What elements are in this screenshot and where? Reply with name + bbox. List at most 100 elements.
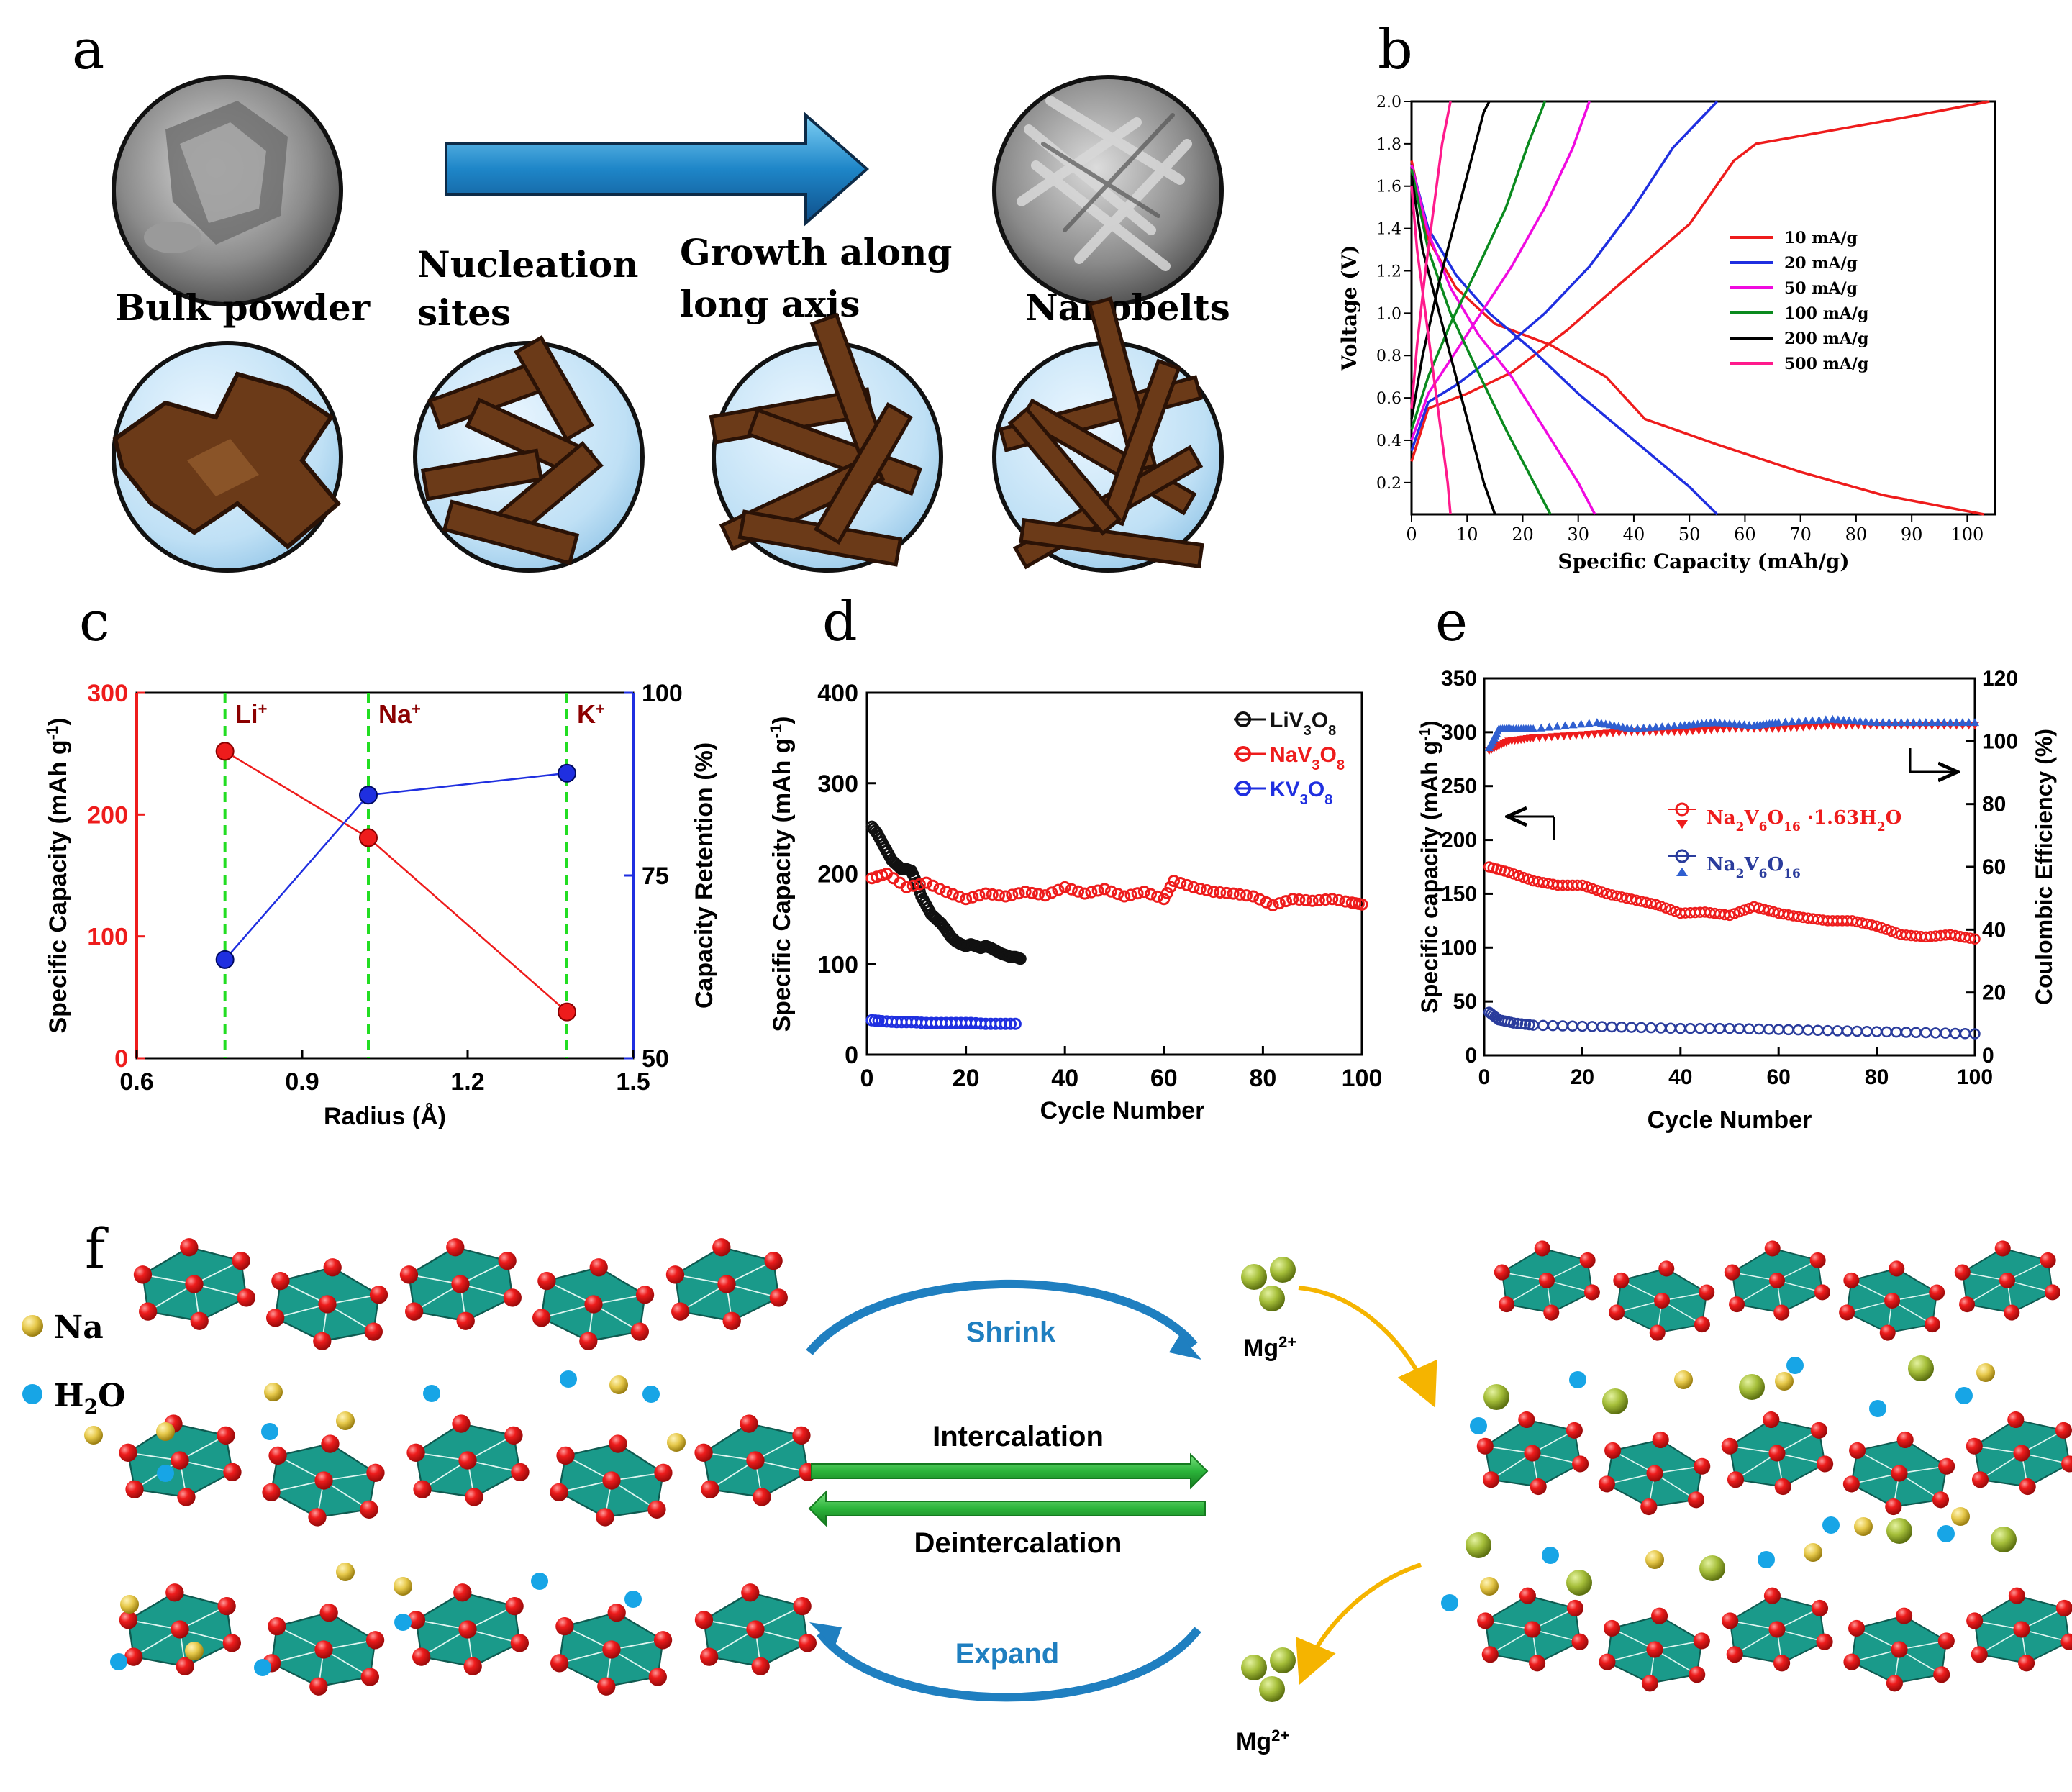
plot-e-efficiency-point (1553, 722, 1562, 730)
legend-na-label: Na (54, 1309, 104, 1346)
plot-e-legend-marker (1675, 802, 1689, 817)
plot-e-xtick-label: 20 (1571, 1065, 1594, 1089)
plot-e-efficiency-point (1583, 731, 1593, 740)
mg-ion (1466, 1532, 1491, 1558)
oxygen-atom (1843, 1653, 1860, 1670)
oxygen-atom (532, 1309, 551, 1327)
water-molecule (531, 1573, 548, 1590)
oxygen-atom (2055, 1599, 2072, 1616)
plot-e-capacity-point (1832, 1025, 1843, 1037)
plot-d-point (1025, 886, 1038, 899)
plot-d-point (900, 881, 913, 893)
oxygen-atom (452, 1414, 471, 1433)
oxygen-atom (1543, 1304, 1560, 1321)
na-ion (156, 1422, 175, 1441)
plot-d-legend-marker (1235, 711, 1251, 727)
oxygen-atom (1839, 1304, 1855, 1321)
plot-d-legend: LiV3O8 NaV3O8 KV3O8 (1234, 709, 1345, 808)
plot-e-capacity-point (1655, 901, 1667, 912)
panel-e: e 0 20 40 60 80 10005010015020025030035002040… (1417, 589, 2057, 1134)
oxygen-atom (741, 1583, 760, 1602)
vo-polyhedron-unit (406, 1583, 529, 1675)
oxygen-atom (308, 1508, 327, 1527)
plot-e-efficiency-point (1786, 724, 1796, 732)
plot-d-point (1137, 886, 1150, 899)
oxygen-atom (1604, 1442, 1622, 1459)
oxygen-atom (550, 1654, 569, 1673)
oxygen-atom (314, 1471, 333, 1490)
plot-e-xtick-label: 100 (1957, 1065, 1993, 1089)
oxygen-atom (1809, 1252, 1826, 1268)
plot-e-capacity-point (1576, 1020, 1589, 1032)
oxygen-atom (1481, 1646, 1499, 1663)
oxygen-atom (1763, 1411, 1780, 1429)
oxygen-atom (171, 1451, 189, 1470)
plot-e-efficiency-point (1694, 727, 1704, 735)
oxygen-atom (1519, 1587, 1536, 1604)
expand-arrowhead (809, 1622, 842, 1647)
oxygen-atom (1694, 1457, 1711, 1475)
oxygen-atom (1721, 1437, 1738, 1455)
plot-e-xtick-label: 0 (1478, 1065, 1491, 1089)
oxygen-atom (119, 1443, 137, 1462)
plot-e-capacity-point (1586, 1021, 1598, 1032)
oxygen-atom (589, 1258, 608, 1277)
oxygen-atom (1954, 1264, 1971, 1281)
plot-e-capacity-point (1733, 906, 1745, 918)
plot-b-ytick-label: 0.6 (1376, 390, 1401, 408)
crystal-structure-expanded (84, 1238, 817, 1696)
plot-e-efficiency-point (1676, 728, 1685, 737)
label-bulk-powder: Bulk powder (115, 286, 371, 329)
plot-e-efficiency-point (1614, 729, 1624, 737)
plot-e-efficiency-point (1707, 726, 1716, 734)
plot-d-point (1293, 893, 1306, 906)
plot-b-xtick-label: 30 (1567, 524, 1589, 545)
plot-e-efficiency-point (1921, 718, 1930, 727)
plot-e-efficiency-point (1590, 730, 1599, 739)
vo-polyhedron-unit (1476, 1411, 1589, 1496)
plot-e-y2tick-label: 40 (1982, 918, 2006, 942)
vo-polyhedron-unit (119, 1583, 241, 1675)
oxygen-atom (701, 1480, 719, 1498)
oxygen-atom (321, 1434, 340, 1453)
plot-e-capacity-point (1876, 922, 1888, 934)
oxygen-atom (1816, 1633, 1833, 1650)
water-molecule (423, 1385, 440, 1402)
water-molecule (624, 1591, 642, 1608)
na-ion (394, 1577, 412, 1596)
plot-e-efficiency-point (1529, 734, 1538, 742)
oxygen-atom (671, 1302, 690, 1321)
oxygen-atom (602, 1640, 621, 1659)
deintercalation-arrow (808, 1490, 1206, 1527)
water-molecule (1542, 1547, 1559, 1564)
oxygen-atom (1848, 1619, 1866, 1637)
oxygen-atom (2040, 1252, 2056, 1268)
plot-e-efficiency-point (1940, 718, 1949, 727)
plot-b-xtick-label: 80 (1845, 524, 1868, 545)
plot-e-efficiency-point (1828, 714, 1837, 723)
oxygen-atom (1652, 1431, 1669, 1449)
plot-d-legend-label: NaV3O8 (1270, 743, 1345, 773)
oxygen-atom (406, 1611, 426, 1629)
plot-e-capacity-point (1743, 1023, 1755, 1034)
panel-d: d 0 20 40 60 80 100 0 100 200 300 400 Cycle Number… (767, 589, 1383, 1124)
plot-e-efficiency-point (1541, 733, 1550, 742)
plot-e-efficiency-point (1596, 729, 1605, 738)
plot-c-ytick-label: 200 (87, 801, 128, 829)
oxygen-atom (451, 1275, 470, 1293)
plot-e-ytick-label: 100 (1441, 936, 1477, 960)
oxygen-atom (176, 1657, 194, 1675)
oxygen-atom (119, 1611, 138, 1629)
plot-e-efficiency-point (1952, 718, 1961, 727)
oxygen-atom (648, 1668, 667, 1686)
plot-d-point (1118, 890, 1131, 903)
plot-e-capacity-point (1508, 1017, 1519, 1029)
legend-na-dot (22, 1315, 43, 1337)
oxygen-atom (360, 1500, 378, 1519)
plot-d-point (1174, 876, 1187, 889)
oxygen-atom (217, 1426, 235, 1445)
oxygen-atom (597, 1677, 616, 1696)
plot-e-capacity-point (1871, 1026, 1883, 1037)
plot-c-xtick-label: 1.5 (616, 1068, 650, 1096)
na-ion (1976, 1363, 1995, 1382)
